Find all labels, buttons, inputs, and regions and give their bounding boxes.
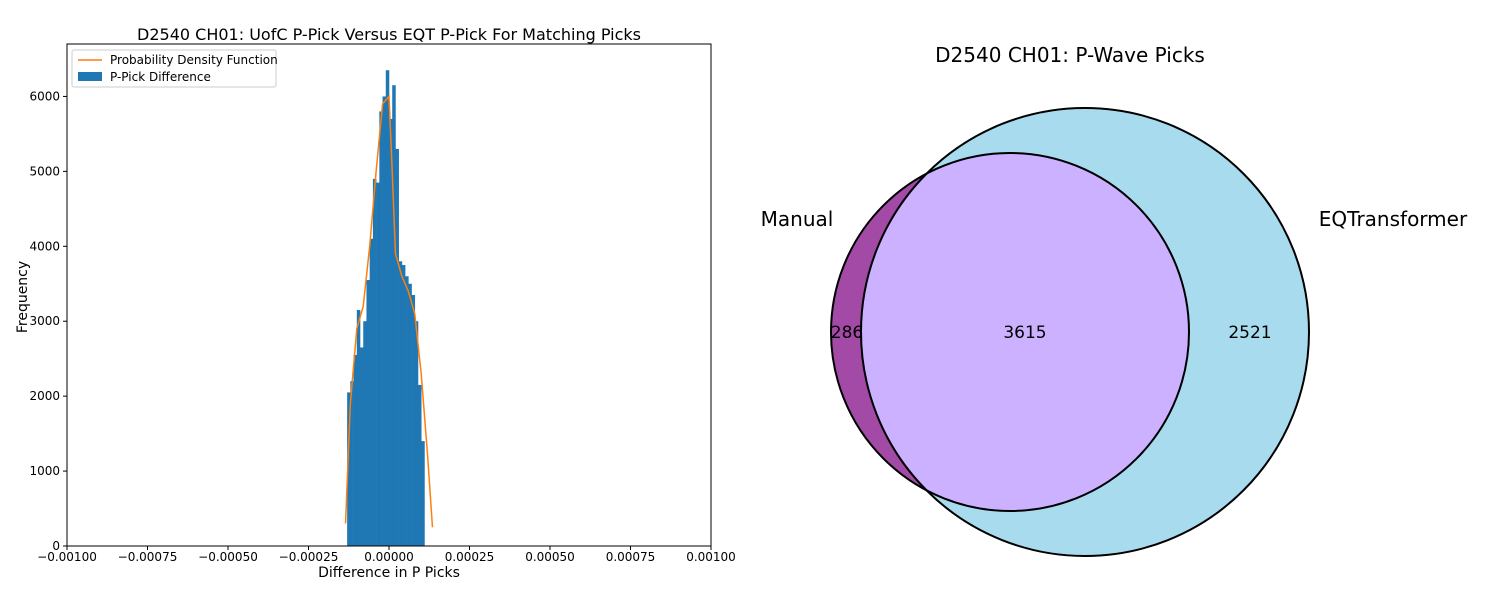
histogram-bar bbox=[350, 381, 354, 546]
histogram-bar bbox=[421, 441, 425, 546]
y-tick-label: 6000 bbox=[29, 89, 60, 103]
legend-pdf-label: Probability Density Function bbox=[110, 53, 278, 67]
manual-outline bbox=[830, 152, 1190, 512]
histogram-bar bbox=[356, 309, 361, 546]
histogram-bar bbox=[347, 392, 351, 546]
histogram-bar bbox=[398, 261, 403, 546]
pdf-line bbox=[344, 94, 434, 528]
histogram-bar bbox=[369, 238, 374, 546]
histogram-bar bbox=[414, 321, 419, 546]
x-tick-label: 0.00025 bbox=[445, 550, 495, 564]
x-tick-label: −0.00075 bbox=[118, 550, 178, 564]
histogram-bar bbox=[353, 354, 358, 546]
histogram-bar bbox=[363, 321, 367, 546]
y-tick-label: 3000 bbox=[29, 314, 60, 328]
histogram-chart: D2540 CH01: UofC P-Pick Versus EQT P-Pic… bbox=[15, 25, 736, 581]
histogram-bar bbox=[395, 148, 399, 547]
histogram-bar bbox=[382, 96, 387, 547]
histogram-bar bbox=[408, 283, 412, 546]
region-label-overlap: 3615 bbox=[1003, 323, 1046, 343]
y-tick-label: 1000 bbox=[29, 464, 60, 478]
histogram-bar bbox=[411, 295, 416, 546]
venn-title: D2540 CH01: P-Wave Picks bbox=[935, 43, 1205, 67]
y-tick-label: 0 bbox=[52, 539, 60, 553]
histogram-title: D2540 CH01: UofC P-Pick Versus EQT P-Pic… bbox=[137, 25, 641, 44]
overlap-region bbox=[861, 153, 1189, 511]
histogram-bar bbox=[376, 182, 380, 546]
set-label-eqtransformer: EQTransformer bbox=[1319, 207, 1468, 231]
histogram-bar bbox=[392, 85, 396, 546]
x-tick-label: 0.00075 bbox=[606, 550, 656, 564]
x-axis-ticks: −0.00100 −0.00075 −0.00050 −0.00025 0.00000 0… bbox=[37, 546, 736, 564]
venn-diagram: D2540 CH01: P-Wave Picks Manual EQTransf… bbox=[761, 43, 1468, 557]
x-tick-label: 0.00000 bbox=[364, 550, 414, 564]
histogram-bar bbox=[417, 384, 422, 546]
histogram-bars bbox=[347, 70, 425, 547]
legend: Probability Density Function P-Pick Diff… bbox=[71, 49, 278, 88]
histogram-bar bbox=[372, 178, 377, 547]
y-tick-label: 4000 bbox=[29, 239, 60, 253]
x-tick-label: 0.00050 bbox=[525, 550, 575, 564]
histogram-bar bbox=[360, 347, 364, 546]
legend-bars-swatch bbox=[78, 72, 102, 81]
histogram-bar bbox=[379, 111, 383, 547]
eqtransformer-outline bbox=[860, 107, 1310, 557]
legend-box bbox=[71, 49, 277, 88]
histogram-bar bbox=[385, 70, 390, 546]
y-tick-label: 5000 bbox=[29, 164, 60, 178]
x-tick-label: −0.00050 bbox=[198, 550, 258, 564]
y-axis-ticks: 0 1000 2000 3000 4000 5000 6000 bbox=[29, 89, 67, 553]
histogram-bar bbox=[401, 265, 406, 546]
y-tick-label: 2000 bbox=[29, 389, 60, 403]
legend-bars-label: P-Pick Difference bbox=[110, 70, 211, 84]
x-axis-label: Difference in P Picks bbox=[318, 565, 460, 581]
set-label-manual: Manual bbox=[761, 207, 834, 231]
histogram-bar bbox=[405, 276, 409, 546]
x-tick-label: 0.00100 bbox=[686, 550, 736, 564]
x-tick-label: −0.00025 bbox=[279, 550, 339, 564]
histogram-bar bbox=[366, 280, 370, 546]
region-label-manual-only: 286 bbox=[831, 323, 863, 343]
histogram-bar bbox=[389, 118, 393, 546]
x-tick-label: −0.00100 bbox=[37, 550, 97, 564]
y-axis-label: Frequency bbox=[15, 261, 31, 333]
region-label-eqtransformer-only: 2521 bbox=[1228, 323, 1271, 343]
